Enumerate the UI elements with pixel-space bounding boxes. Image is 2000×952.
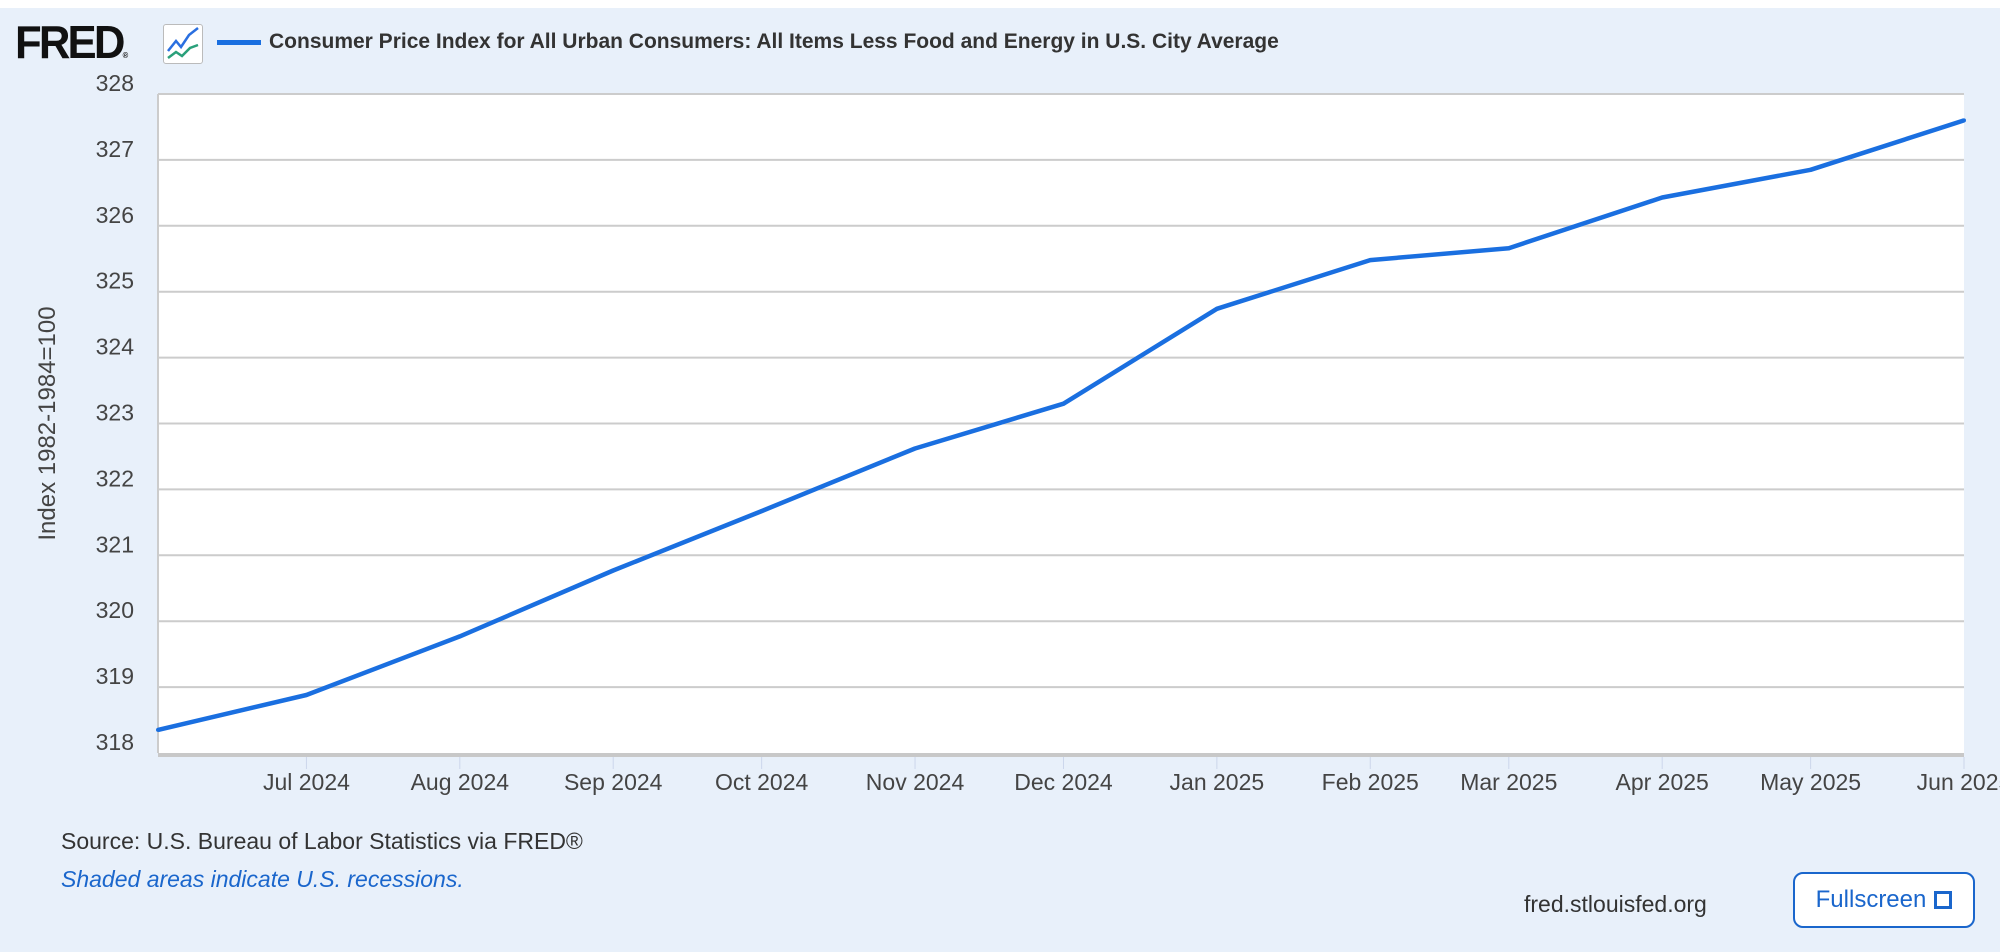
site-url: fred.stlouisfed.org [1524,891,1707,917]
x-tick-label: Jan 2025 [1170,769,1265,795]
x-tick-label: Oct 2024 [715,769,809,795]
data-point [1808,167,1813,172]
data-point [1214,306,1219,311]
y-tick-label: 322 [96,465,134,491]
legend-line-swatch [217,40,261,45]
x-tick-label: Jun 2025 [1917,769,2000,795]
y-tick-label: 326 [96,202,134,228]
x-tick-label: Sep 2024 [564,769,663,795]
data-point [1368,258,1373,263]
y-tick-label: 319 [96,663,134,689]
data-point [156,727,160,732]
source-note: Source: U.S. Bureau of Labor Statistics … [61,828,583,854]
data-point [759,509,764,514]
data-point [1061,401,1066,406]
y-tick-label: 323 [96,400,134,426]
y-tick-label: 327 [96,136,134,162]
data-point [913,446,918,451]
x-tick-label: Feb 2025 [1322,769,1419,795]
data-point [304,693,309,698]
y-tick-label: 324 [96,334,135,360]
x-tick-label: Dec 2024 [1014,769,1113,795]
recessions-link[interactable]: Shaded areas indicate U.S. recessions. [61,866,464,892]
fullscreen-button[interactable]: Fullscreen [1793,872,1975,928]
y-tick-label: 321 [96,531,134,557]
y-tick-label: 320 [96,597,134,623]
data-point [1962,118,1966,123]
fullscreen-label: Fullscreen [1815,886,1927,913]
y-axis-title: Index 1982-1984=100 [34,306,61,540]
logo-text: FRED [15,16,125,68]
y-tick-label: 318 [96,729,134,755]
x-tick-label: Aug 2024 [411,769,510,795]
data-point [1660,195,1665,200]
data-point [611,568,616,573]
x-tick-label: Mar 2025 [1460,769,1557,795]
fred-logo[interactable]: FRED® [15,19,129,65]
x-tick-label: Jul 2024 [263,769,350,795]
series-title: Consumer Price Index for All Urban Consu… [269,30,1279,53]
data-point [457,634,462,639]
fullscreen-icon [1934,891,1953,909]
chart-logo-icon [163,24,203,64]
x-tick-label: May 2025 [1760,769,1861,795]
data-point [1506,246,1511,251]
x-tick-label: Apr 2025 [1615,769,1708,795]
y-tick-label: 328 [96,70,134,96]
registered-mark: ® [122,51,129,60]
x-tick-label: Nov 2024 [866,769,965,795]
top-strip [0,0,2000,8]
y-tick-label: 325 [96,268,134,294]
